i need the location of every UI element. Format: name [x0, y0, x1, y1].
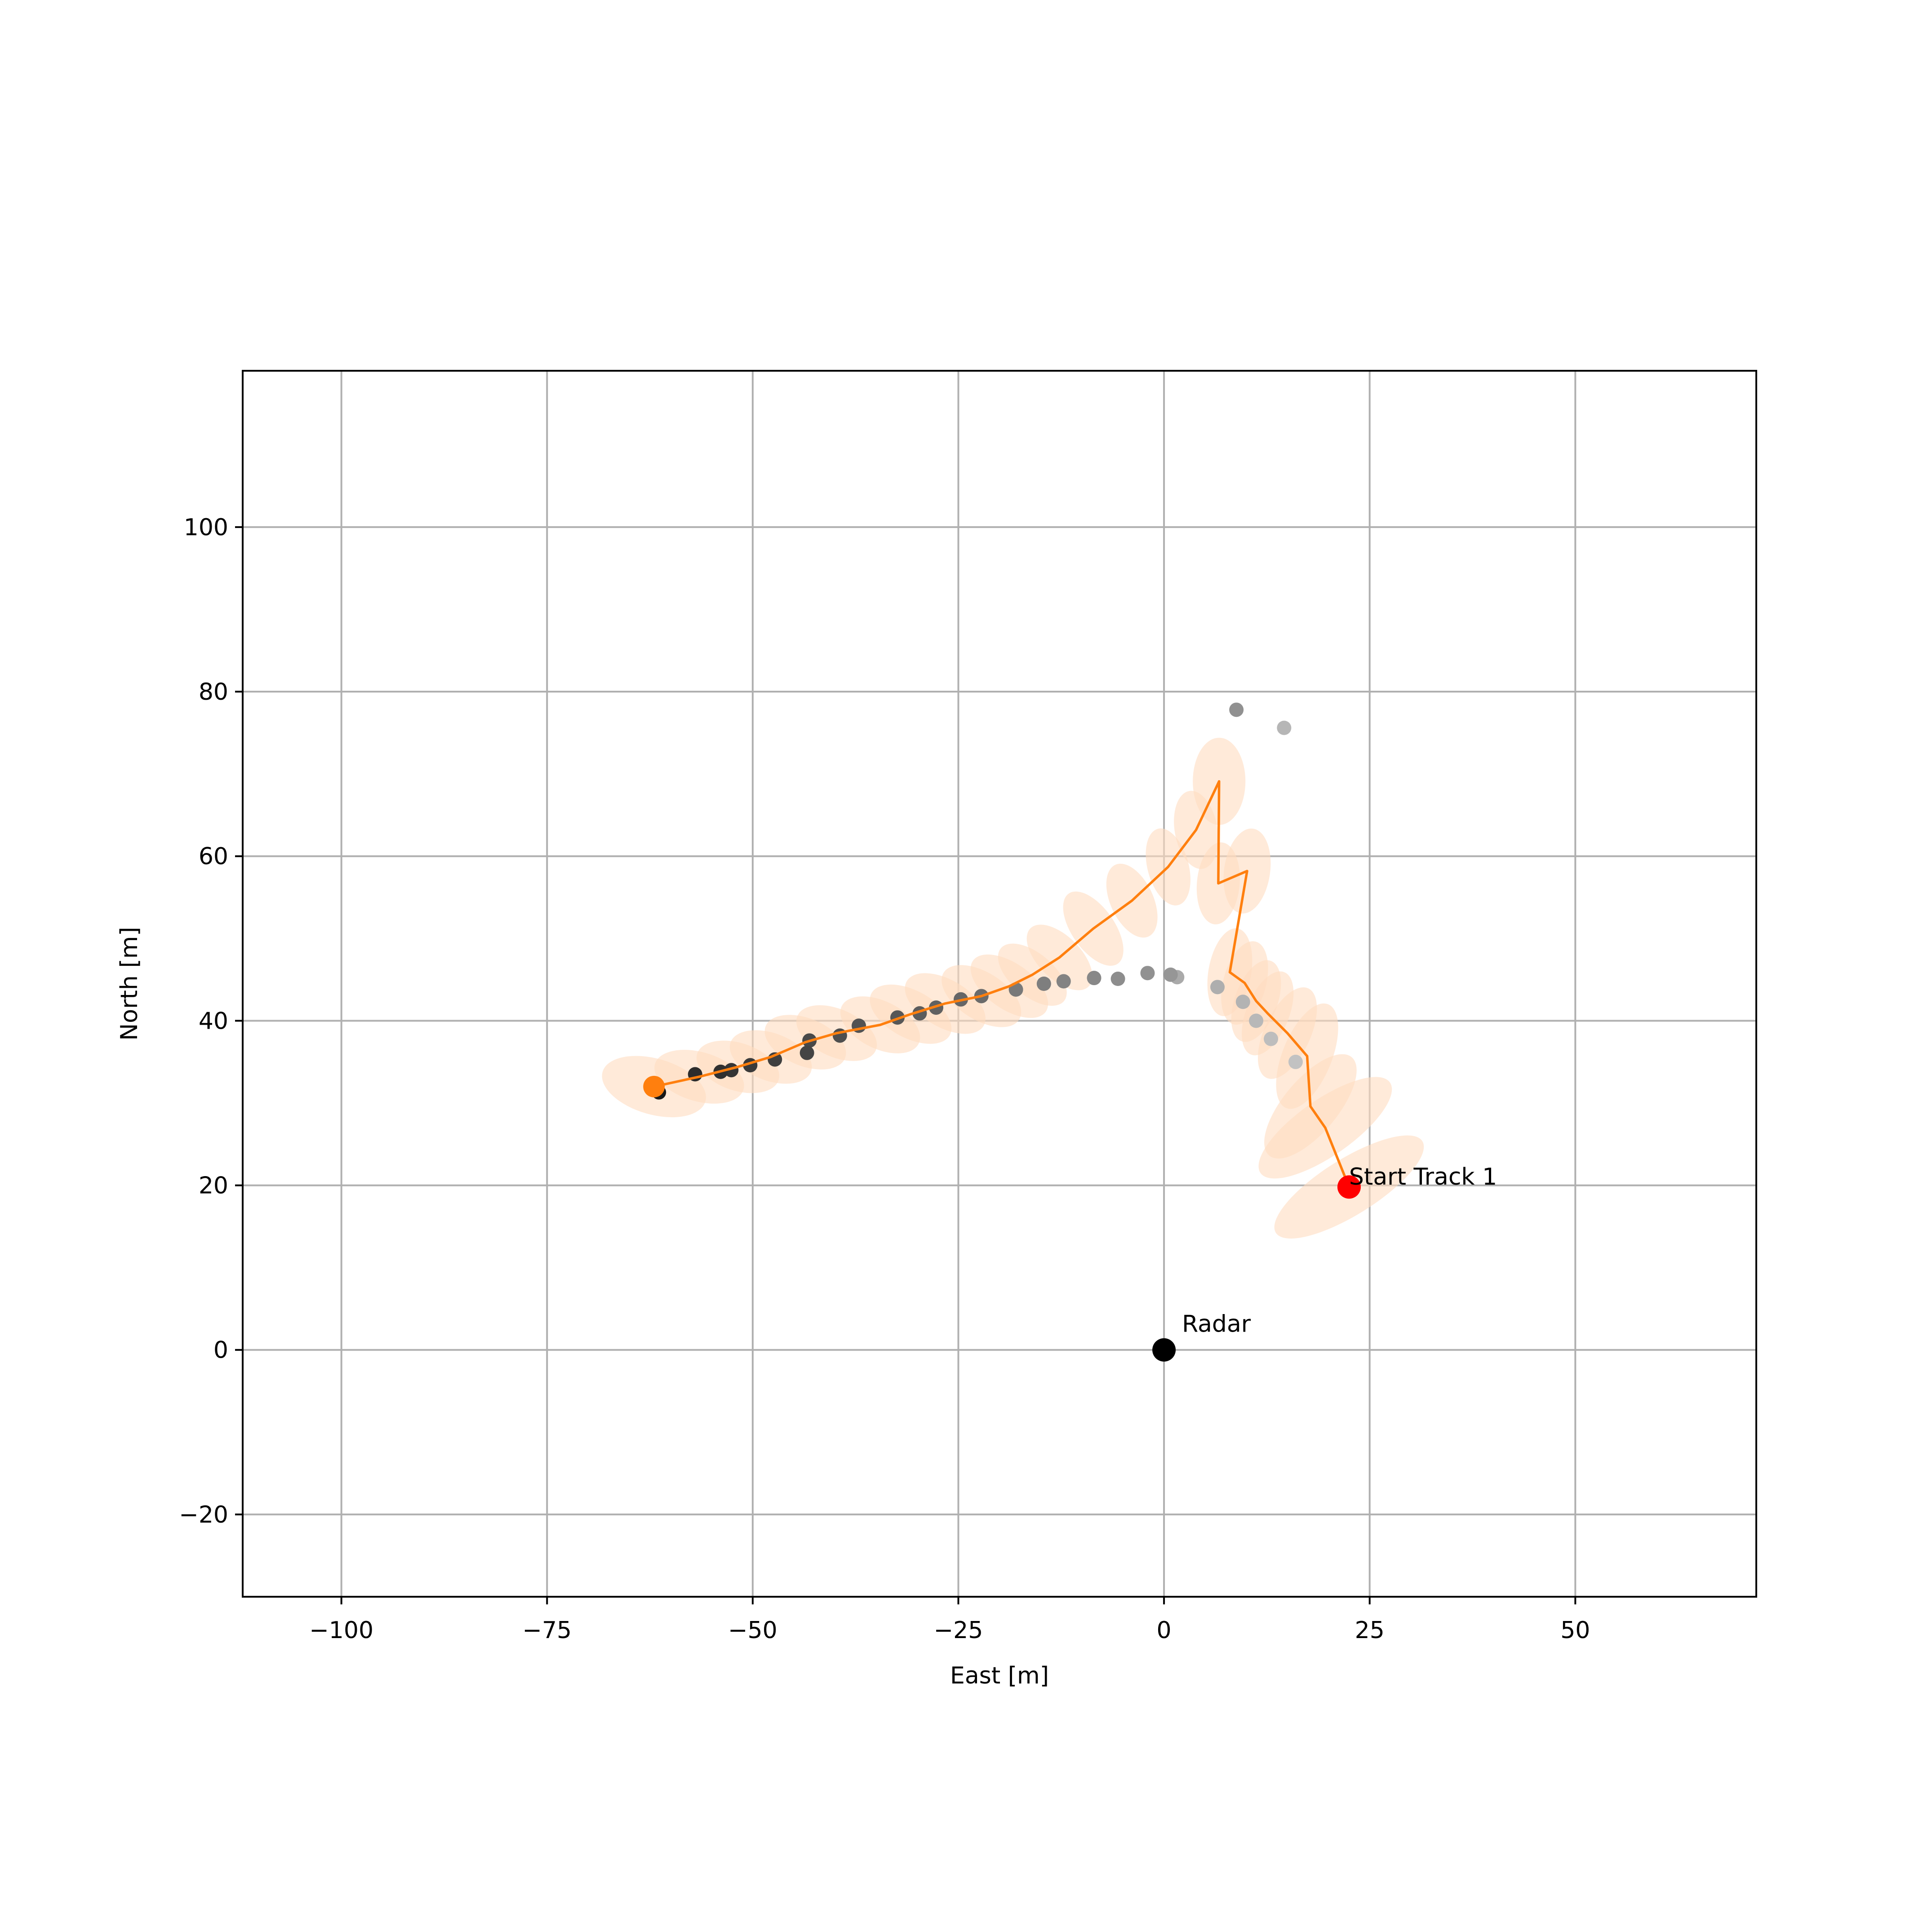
x-tick-label: −75: [522, 1617, 572, 1644]
detection-point: [1249, 1013, 1264, 1028]
y-tick-label: 100: [184, 514, 228, 541]
detection-point: [1087, 971, 1101, 986]
detection-point: [1163, 967, 1178, 982]
detection-point: [1036, 977, 1051, 991]
x-axis-label: East [m]: [950, 1662, 1049, 1689]
x-tick-label: −25: [934, 1617, 983, 1644]
annotations: Radar Start Track 1: [1182, 1164, 1497, 1338]
markers: [643, 1075, 1361, 1362]
plot-area: [602, 702, 1424, 1362]
detection-point: [799, 1045, 814, 1060]
detection-point: [1264, 1031, 1279, 1046]
detection-point: [1110, 972, 1125, 986]
y-tick-label: 60: [199, 843, 228, 870]
y-tick-label: −20: [179, 1501, 228, 1528]
ticks: −100 −75 −50 −25 0 25 50 −20 0 20 40 60 80 100: [179, 514, 1590, 1644]
x-tick-label: −100: [309, 1617, 373, 1644]
y-tick-label: 40: [199, 1008, 228, 1035]
detection-point: [1235, 995, 1250, 1009]
x-tick-label: 25: [1355, 1617, 1385, 1644]
x-tick-label: 0: [1157, 1617, 1172, 1644]
detections: [652, 702, 1303, 1100]
track-line: [653, 780, 1350, 1188]
detection-point: [1056, 974, 1071, 989]
track-end-marker: [643, 1075, 665, 1097]
axes-frame: [242, 370, 1757, 1598]
radar-label: Radar: [1182, 1311, 1251, 1338]
x-tick-label: −50: [728, 1617, 777, 1644]
y-tick-label: 0: [213, 1337, 228, 1364]
y-tick-label: 80: [199, 679, 228, 706]
detection-point: [1277, 720, 1292, 735]
detection-point: [1229, 702, 1244, 717]
detection-point: [1140, 966, 1155, 981]
radar-marker: [1152, 1338, 1176, 1362]
track: [653, 780, 1350, 1188]
detection-point: [1288, 1054, 1303, 1069]
start-track-label: Start Track 1: [1349, 1164, 1497, 1190]
x-tick-label: 50: [1560, 1617, 1590, 1644]
track-start-marker: [1337, 1175, 1361, 1199]
y-axis-label: North [m]: [116, 927, 143, 1040]
detection-point: [1210, 980, 1225, 995]
y-tick-label: 20: [199, 1173, 228, 1199]
